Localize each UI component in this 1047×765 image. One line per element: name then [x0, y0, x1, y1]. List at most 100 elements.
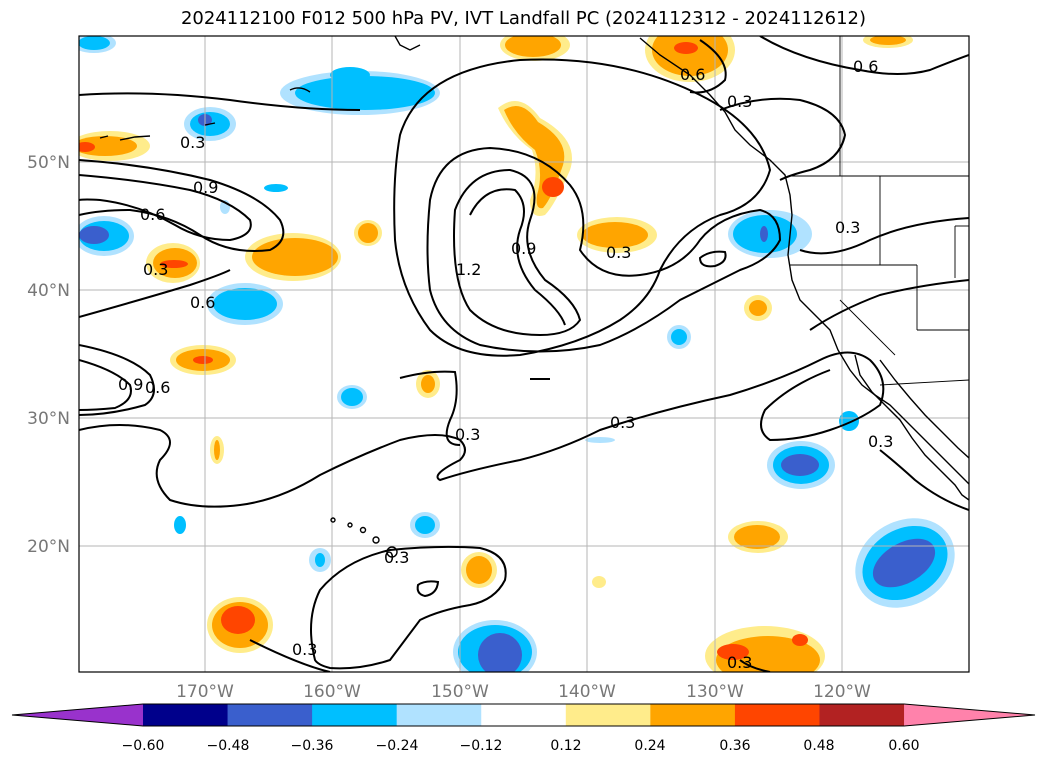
- colorbar-box: [650, 704, 736, 726]
- blob-pos: [79, 142, 95, 152]
- contour-label: 0.3: [835, 218, 860, 237]
- colorbar-tick-label: −0.24: [376, 738, 419, 754]
- blob-neg: [79, 36, 110, 50]
- contour-label: 0.3: [455, 425, 480, 444]
- blob-pos: [734, 525, 780, 549]
- contour-labels: 0.3 0.9 0.6 0.3 0.6 0.9 0.6 0.9 1.2 0.3 …: [118, 57, 893, 672]
- shaded-anomalies: [79, 36, 955, 672]
- contour-label: 0.6: [853, 57, 878, 76]
- blob-neg: [330, 67, 370, 83]
- contour-label: 0.3: [606, 243, 631, 262]
- contour-label: 0.3: [610, 413, 635, 432]
- colorbar-extend-low: [12, 704, 143, 726]
- blob-pos: [421, 375, 435, 393]
- contour-label: 0.9: [511, 239, 536, 258]
- colorbar-extend-high: [904, 704, 1035, 726]
- contour-label: 0.3: [292, 640, 317, 659]
- contour-label: 1.2: [456, 260, 481, 279]
- colorbar-labels: −0.60 −0.48 −0.36 −0.24 −0.12 0.12 0.24 …: [122, 738, 920, 754]
- blob-pos: [749, 300, 767, 316]
- lat-label: 50°N: [27, 153, 70, 173]
- blob-pos: [466, 556, 492, 584]
- blob-pos: [79, 136, 137, 156]
- blob-pos: [582, 222, 648, 248]
- contour-label: 0.3: [727, 653, 752, 672]
- lat-label: 20°N: [27, 537, 70, 557]
- blob-neg: [264, 184, 288, 192]
- pv-contours: [79, 36, 969, 672]
- contour-label: 0.6: [680, 65, 705, 84]
- blob-pos: [252, 238, 338, 276]
- colorbar-tick-label: 0.24: [634, 738, 665, 754]
- colorbar-box: [565, 704, 651, 726]
- lon-labels: 170°W 160°W 150°W 140°W 130°W 120°W: [176, 682, 871, 702]
- blob-neg: [415, 516, 435, 534]
- colorbar-tick-label: 0.60: [888, 738, 919, 754]
- borders: [790, 36, 969, 386]
- blob-pos: [214, 440, 220, 460]
- contour-label: 0.6: [145, 378, 170, 397]
- colorbar-tick-label: −0.48: [207, 738, 250, 754]
- colorbar-outline: [11, 703, 1036, 727]
- colorbar-box: [396, 704, 482, 726]
- colorbar: [11, 703, 1036, 727]
- coastlines: [99, 36, 969, 558]
- contour-label: 0.9: [118, 375, 143, 394]
- lat-label: 30°N: [27, 409, 70, 429]
- blob-pos: [792, 634, 808, 646]
- colorbar-tick-label: 0.36: [719, 738, 750, 754]
- blob-neg: [839, 411, 859, 431]
- blob-neg: [213, 288, 277, 320]
- colorbar-tick-label: 0.48: [803, 738, 834, 754]
- blob-pos: [716, 636, 820, 672]
- blob-pos: [505, 36, 561, 57]
- lon-label: 130°W: [686, 682, 744, 702]
- contour-label: 0.9: [193, 178, 218, 197]
- blob-pos: [870, 36, 906, 45]
- blob-pos: [358, 223, 378, 243]
- blob-neg: [79, 226, 109, 244]
- lat-label: 40°N: [27, 281, 70, 301]
- colorbar-tick-label: 0.12: [550, 738, 581, 754]
- colorbar-box: [481, 704, 567, 726]
- colorbar-tick-label: −0.60: [122, 738, 165, 754]
- colorbar-box: [227, 704, 313, 726]
- blob-neg: [295, 76, 435, 110]
- blob-neg: [585, 437, 615, 443]
- map-title: 2024112100 F012 500 hPa PV, IVT Landfall…: [180, 8, 867, 29]
- lat-labels: 50°N 40°N 30°N 20°N: [27, 153, 70, 557]
- blob-neg: [478, 633, 522, 672]
- blob-neg: [174, 516, 186, 534]
- map-frame: [78, 35, 970, 673]
- blob-pos: [674, 42, 698, 54]
- lon-label: 120°W: [813, 682, 871, 702]
- blob-pos: [221, 606, 255, 634]
- blob-pos: [542, 177, 564, 197]
- blob-neg: [781, 454, 819, 476]
- blob-neg: [671, 329, 687, 345]
- blob-pos: [592, 576, 606, 588]
- contour-label: 0.3: [868, 432, 893, 451]
- contour-label: 0.6: [140, 205, 165, 224]
- colorbar-tick-label: −0.12: [460, 738, 503, 754]
- lon-label: 140°W: [558, 682, 616, 702]
- blob-neg: [315, 553, 325, 567]
- colorbar-tick-label: −0.36: [291, 738, 334, 754]
- colorbar-box: [143, 704, 229, 726]
- blob-pos: [717, 644, 749, 660]
- colorbar-box: [734, 704, 820, 726]
- blob-neg: [760, 226, 768, 242]
- contour-label: 0.6: [190, 293, 215, 312]
- lon-label: 150°W: [431, 682, 489, 702]
- contour-label: 0.3: [143, 260, 168, 279]
- contour-label: 0.3: [384, 548, 409, 567]
- contour-label: 0.3: [727, 92, 752, 111]
- blob-neg: [872, 538, 936, 588]
- blob-pos: [193, 356, 213, 364]
- colorbar-box: [312, 704, 398, 726]
- blob-neg: [341, 388, 363, 406]
- lon-label: 160°W: [303, 682, 361, 702]
- lon-label: 170°W: [176, 682, 234, 702]
- colorbar-box: [819, 704, 905, 726]
